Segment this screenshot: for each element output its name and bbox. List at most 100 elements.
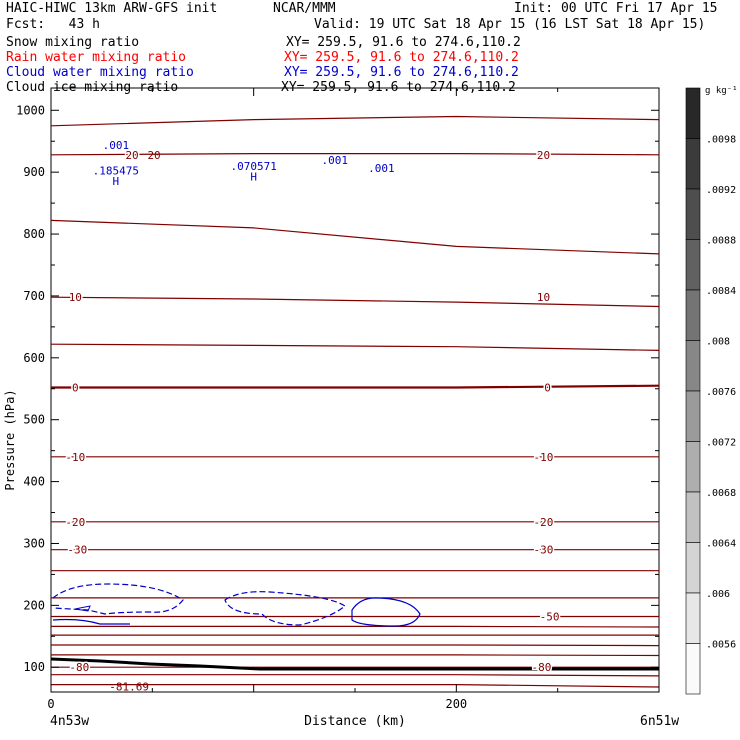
colorbar-swatch — [685, 289, 701, 341]
y-tick-label: 400 — [23, 475, 45, 489]
contour-label: -80 — [69, 661, 89, 674]
y-tick-label: 100 — [23, 660, 45, 674]
field-name-rain: Rain water mixing ratio — [6, 50, 187, 65]
contour-labels: -80 -80 -50 -30 -30 -20 -20 -10 -10 0 0 10 10 20 20 — [64, 147, 561, 675]
y-tick-label: 300 — [23, 536, 45, 550]
contour-label: -10 — [534, 451, 554, 464]
colorbar-swatch — [685, 592, 701, 644]
field-name-snow: Snow mixing ratio — [6, 35, 140, 50]
colorbar-swatch — [685, 138, 701, 190]
contour-label: -30 — [67, 544, 87, 557]
cloud-water-label: .185475 — [93, 164, 139, 177]
temperature-contour-line — [51, 674, 660, 677]
colorbar-swatch — [685, 87, 701, 139]
colorbar-label: .0088 — [706, 236, 736, 247]
temperature-contour-line — [50, 343, 660, 351]
contour-label: 20 — [537, 149, 550, 162]
temperature-contours — [50, 115, 660, 688]
cloud-water-contours — [52, 583, 421, 627]
contour-label: 20 — [125, 149, 138, 162]
contour-label: 0 — [544, 382, 551, 395]
temperature-contour-line — [50, 219, 660, 255]
colorbar-swatch — [685, 340, 701, 392]
temperature-contour-line — [51, 384, 660, 389]
contour-label: -30 — [534, 544, 554, 557]
forecast-hour: Fcst: 43 h — [6, 17, 100, 32]
temperature-contour-line — [51, 654, 660, 657]
colorbar-label: .0072 — [706, 438, 736, 449]
cloud-water-contour-left — [52, 583, 184, 615]
x-left-end-label: 4n53w — [50, 714, 89, 729]
colorbar-unit: g kg⁻¹ — [705, 86, 738, 96]
colorbar-label: .0084 — [706, 286, 736, 297]
cloud-water-contour-mid — [224, 591, 347, 626]
field-xy-rain: XY= 259.5, 91.6 to 274.6,110.2 — [284, 50, 519, 65]
plot-frame — [50, 87, 660, 693]
cloud-water-label: .070571 — [230, 160, 276, 173]
contour-label: 10 — [69, 291, 82, 304]
y-tick-label: 200 — [23, 598, 45, 612]
temperature-contour-line — [51, 625, 660, 628]
cloud-water-label: .001 — [368, 162, 395, 175]
cloud-water-label: 20 — [147, 149, 160, 162]
cloud-water-contour-left-lower — [52, 618, 130, 625]
colorbar-label: .0076 — [706, 387, 736, 398]
contour-label: -20 — [534, 516, 554, 529]
init-time: Init: 00 UTC Fri 17 Apr 15 — [514, 1, 718, 16]
colorbar-swatch — [685, 441, 701, 493]
min-value-label: -81.69 — [109, 681, 149, 694]
model-title: HAIC-HIWC 13km ARW-GFS init — [6, 1, 218, 16]
contour-label: -20 — [65, 516, 85, 529]
terrain-line — [50, 657, 659, 671]
contour-label: -80 — [532, 661, 552, 674]
cloud-water-label: .001 — [321, 154, 348, 167]
y-tick-label: 500 — [23, 413, 45, 427]
valid-time: Valid: 19 UTC Sat 18 Apr 15 (16 LST Sat … — [314, 17, 706, 32]
temperature-contour-line — [50, 115, 660, 127]
y-tick-label: 600 — [23, 351, 45, 365]
temperature-contour-line — [51, 644, 660, 647]
x-axis: 0 200 — [47, 88, 660, 711]
colorbar-label: .0064 — [706, 539, 736, 550]
y-axis-label: Pressure (hPa) — [3, 389, 17, 490]
contour-label: 0 — [72, 382, 79, 395]
colorbar: .0098 .0092 .0088 .0084 .008 .0076 .0072 .0068.… — [685, 87, 736, 695]
colorbar-label: .008 — [706, 337, 730, 348]
cloud-water-contour-left-inner — [74, 605, 91, 612]
org-label: NCAR/MMM — [273, 1, 336, 16]
temperature-contour-line — [50, 153, 660, 156]
field-name-cloudwater: Cloud water mixing ratio — [6, 65, 194, 80]
x-axis-label: Distance (km) — [304, 714, 406, 729]
x-tick-label: 200 — [445, 697, 467, 711]
y-tick-label: 700 — [23, 289, 45, 303]
colorbar-swatch — [685, 239, 701, 291]
colorbar-label: .0068 — [706, 488, 736, 499]
y-tick-label: 900 — [23, 165, 45, 179]
contour-label: -10 — [65, 451, 85, 464]
colorbar-swatch — [685, 542, 701, 594]
contour-label: -50 — [540, 611, 560, 624]
colorbar-swatch — [685, 643, 701, 695]
cloud-water-label: .001 — [103, 139, 130, 152]
x-right-end-label: 6n51w — [640, 714, 679, 729]
colorbar-label: .0098 — [706, 135, 736, 146]
contour-label: 10 — [537, 291, 550, 304]
colorbar-label: .0056 — [706, 640, 736, 651]
y-tick-label: 800 — [23, 227, 45, 241]
colorbar-label: .0092 — [706, 185, 736, 196]
x-tick-label: 0 — [47, 697, 54, 711]
y-tick-label: 1000 — [16, 103, 45, 117]
colorbar-swatch — [685, 188, 701, 240]
temperature-contour-line — [50, 296, 660, 308]
field-xy-snow: XY= 259.5, 91.6 to 274.6,110.2 — [286, 35, 521, 50]
colorbar-swatch — [685, 390, 701, 442]
colorbar-swatch — [685, 491, 701, 543]
cloud-water-contour-right — [351, 597, 421, 627]
cloud-water-label: H — [113, 175, 120, 188]
colorbar-label: .006 — [706, 589, 730, 600]
field-xy-cloudwater: XY= 259.5, 91.6 to 274.6,110.2 — [284, 65, 519, 80]
cloud-water-label: H — [250, 170, 257, 183]
temperature-contour-line — [51, 684, 660, 688]
